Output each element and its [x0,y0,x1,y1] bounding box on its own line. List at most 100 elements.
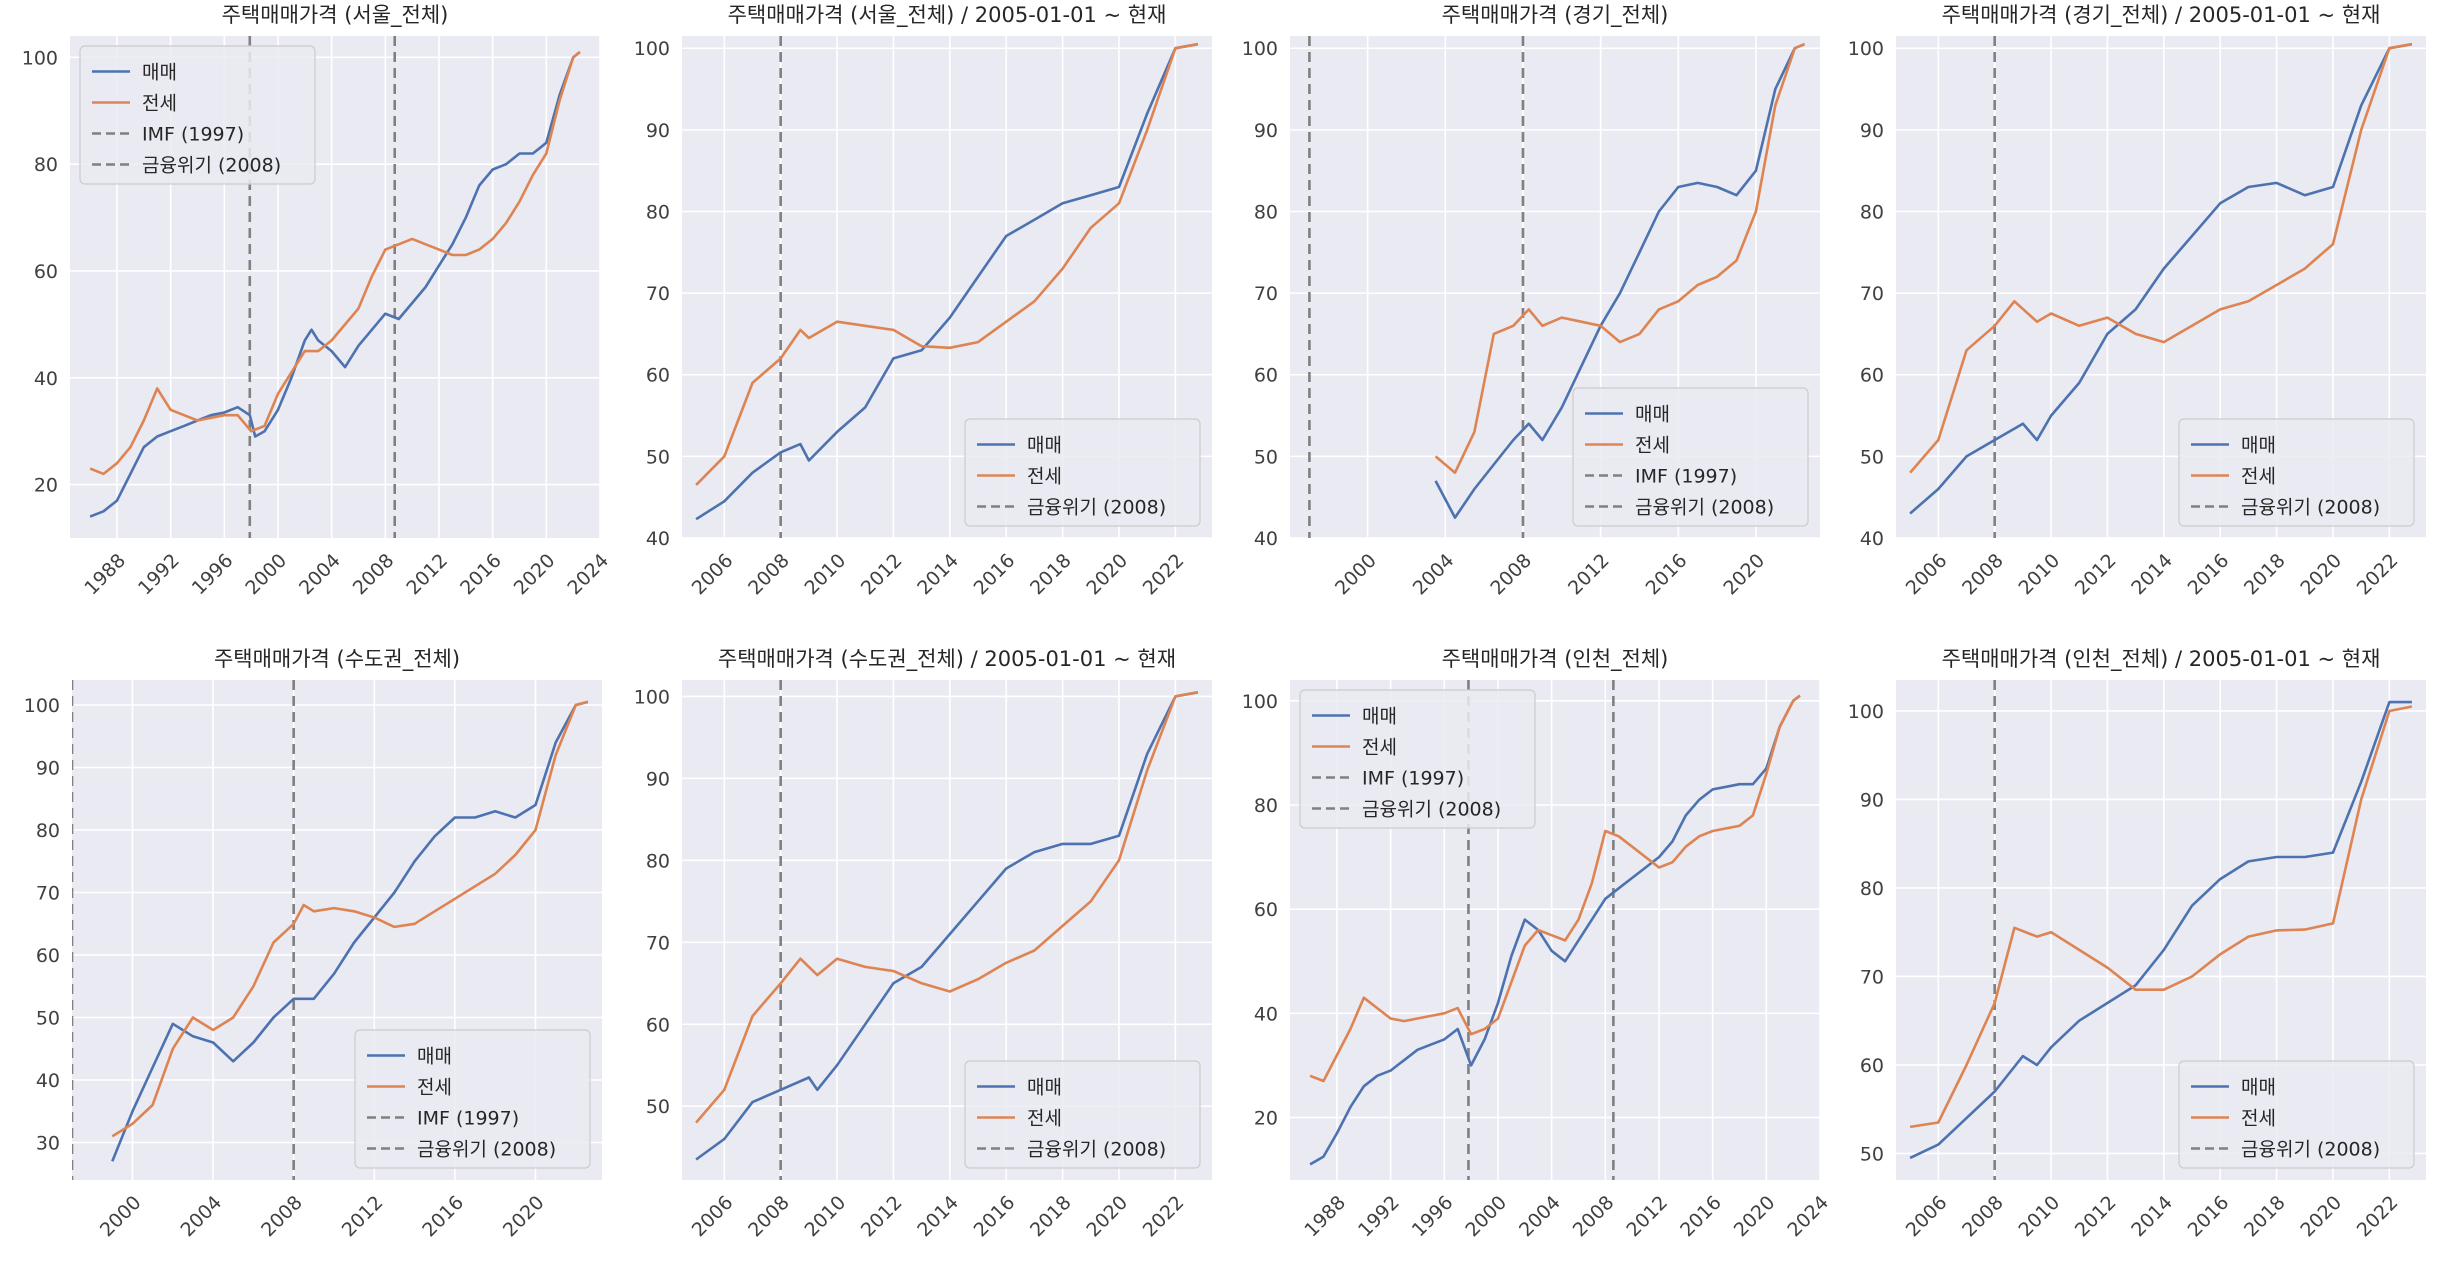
chart-title: 주택매매가격 (인천_전체) [1442,647,1669,672]
legend-box [2178,1060,2415,1169]
x-tick-label: 1996 [188,550,238,600]
series-line-buy [1309,694,1801,1166]
legend-box [79,45,316,185]
legend-label: 전세 [142,93,177,115]
legend-label: 금융위기 (2008) [142,155,281,177]
legend-label: 전세 [1362,737,1397,759]
x-tick-label: 2014 [913,550,963,600]
y-tick-label: 80 [1860,878,1884,900]
chart-panel-1: 1988 1992 1996 2000 2004 2008 2012 2016 2020 2024… [22,3,613,599]
series-line-rent [111,700,589,1138]
x-tick-label: 2016 [1676,1192,1726,1242]
x-tick-label: 2012 [1622,1192,1672,1242]
x-tick-label: 2024 [1783,1192,1833,1242]
x-tick-label: 2008 [1958,550,2008,600]
x-tick-label: 2004 [295,550,345,600]
x-tick-label: 2020 [1082,550,1132,600]
legend-box [354,1029,591,1169]
x-tick-label: 2014 [913,1192,963,1242]
legend-box [964,1060,1201,1169]
legend-label: 매매 [1027,435,1062,457]
x-tick-label: 2018 [2240,550,2290,600]
y-tick-label: 50 [36,1008,60,1030]
plot-area [1909,36,2413,538]
y-tick-label: 80 [1860,201,1884,223]
x-tick-label: 2024 [563,550,613,600]
x-tick-label: 2004 [1409,550,1459,600]
chart-panel-2: 2006 2008 2010 2012 2014 2016 2018 2020 2022 40 50… [634,3,1212,599]
y-tick-label: 60 [34,261,58,283]
chart-title: 주택매매가격 (인천_전체) / 2005-01-01 ~ 현재 [1942,647,2381,672]
chart-title: 주택매매가격 (수도권_전체) / 2005-01-01 ~ 현재 [718,647,1176,672]
y-tick-label: 100 [1848,701,1884,723]
series-line-rent [695,691,1199,1124]
x-tick-label: 2012 [2071,1192,2121,1242]
series-line-rent [1909,42,2413,474]
legend-label: IMF (1997) [417,1108,519,1130]
legend-label: 전세 [1027,1108,1062,1130]
x-tick-label: 2018 [2240,1192,2290,1242]
chart-panel-8: 2006 2008 2010 2012 2014 2016 2018 2020 2022 50 60… [1848,647,2426,1241]
y-tick-label: 70 [646,283,670,305]
x-tick-label: 2004 [1515,1192,1565,1242]
chart-title: 주택매매가격 (서울_전체) / 2005-01-01 ~ 현재 [728,3,1167,28]
y-tick-label: 100 [1242,38,1278,60]
legend-label: 매매 [2241,1077,2276,1099]
y-tick-label: 60 [1254,899,1278,921]
x-tick-label: 2020 [499,1192,549,1242]
y-tick-label: 20 [34,475,58,497]
x-tick-label: 2010 [2014,1192,2064,1242]
x-tick-label: 2020 [510,550,560,600]
legend-label: 전세 [1635,435,1670,457]
y-tick-label: 50 [1860,446,1884,468]
chart-panel-7: 1988 1992 1996 2000 2004 2008 2012 2016 2020 2024… [1242,647,1833,1241]
x-tick-label: 2020 [1082,1192,1132,1242]
y-tick-label: 100 [22,47,58,69]
chart-title: 주택매매가격 (경기_전체) [1442,3,1669,28]
legend-label: 매매 [1027,1077,1062,1099]
series-line-rent [1909,705,2413,1129]
y-tick-label: 60 [1860,1055,1884,1077]
series-line-rent [1309,694,1801,1083]
y-tick-label: 20 [1254,1108,1278,1130]
series-line-rent [1434,42,1805,474]
legend-label: 매매 [1635,404,1670,426]
x-tick-label: 2010 [800,550,850,600]
y-tick-label: 90 [36,758,60,780]
x-tick-label: 2008 [1569,1192,1619,1242]
x-tick-label: 2000 [1461,1192,1511,1242]
x-tick-label: 1992 [1354,1192,1404,1242]
legend-label: 금융위기 (2008) [1027,1139,1166,1161]
x-tick-label: 2010 [800,1192,850,1242]
series-line-buy [695,691,1199,1161]
y-tick-label: 60 [1860,365,1884,387]
series-line-rent [89,50,581,476]
x-tick-label: 2014 [2127,1192,2177,1242]
legend-label: 금융위기 (2008) [2241,1139,2380,1161]
x-tick-label: 2012 [402,550,452,600]
x-tick-label: 2016 [2184,550,2234,600]
y-tick-label: 80 [1254,201,1278,223]
y-tick-label: 70 [1860,966,1884,988]
x-tick-label: 2012 [857,1192,907,1242]
y-tick-label: 90 [1254,120,1278,142]
y-tick-label: 50 [1254,446,1278,468]
x-tick-label: 2020 [1730,1192,1780,1242]
x-tick-label: 2012 [338,1192,388,1242]
x-tick-label: 2008 [257,1192,307,1242]
y-tick-label: 80 [36,820,60,842]
y-tick-label: 40 [1254,1003,1278,1025]
legend-box [2178,418,2415,527]
x-tick-label: 2016 [970,550,1020,600]
legend-label: 전세 [417,1077,452,1099]
y-tick-label: 40 [36,1070,60,1092]
x-tick-label: 2008 [744,1192,794,1242]
x-tick-label: 2000 [241,550,291,600]
x-tick-label: 2018 [1026,1192,1076,1242]
series-line-buy [1909,42,2413,515]
